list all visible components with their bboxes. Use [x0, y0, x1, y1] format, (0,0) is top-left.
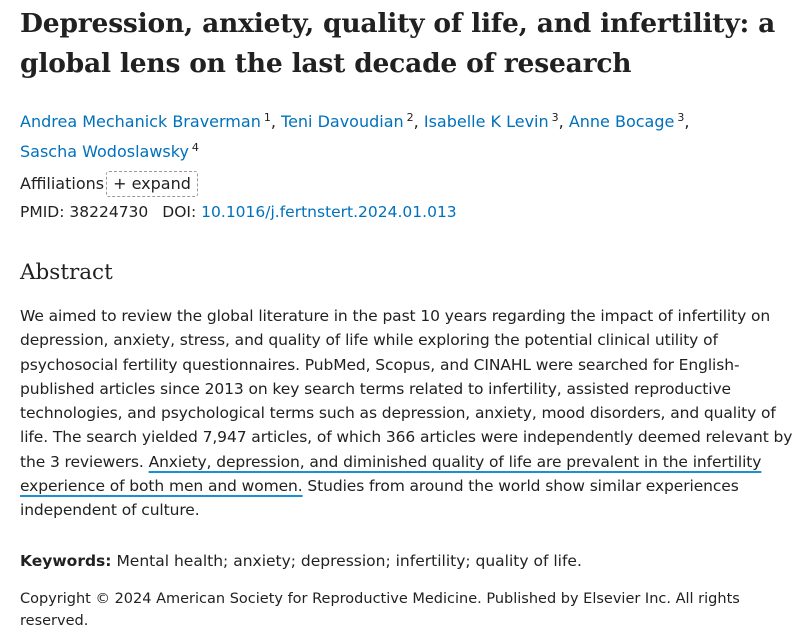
article-page: Depression, anxiety, quality of life, an… [20, 8, 798, 629]
affiliation-number[interactable]: 3 [677, 111, 685, 124]
author-link[interactable]: Isabelle K Levin [423, 112, 549, 131]
identifiers-row: PMID: 38224730 DOI: 10.1016/j.fertnstert.… [20, 200, 457, 224]
doi-link[interactable]: 10.1016/j.fertnstert.2024.01.013 [201, 203, 457, 221]
article-title: Depression, anxiety, quality of life, an… [20, 8, 776, 79]
highlighted-finding: Anxiety, depression, and diminished qual… [20, 452, 762, 496]
abstract-text-conclusion: Studies from around the world show simil… [20, 477, 739, 520]
affiliation-number[interactable]: 1 [263, 111, 271, 124]
affiliation-number[interactable]: 2 [406, 111, 414, 124]
abstract-text-intro: We aimed to review the global literature… [20, 307, 793, 471]
keywords-value: Mental health; anxiety; depression; infe… [116, 552, 582, 570]
expand-affiliations-button[interactable]: + expand [106, 171, 198, 197]
doi-label: DOI: [162, 203, 197, 221]
author-link[interactable]: Sascha Wodoslawsky [20, 142, 189, 161]
affiliation-number[interactable]: 4 [191, 141, 199, 154]
copyright-notice: Copyright © 2024 American Society for Re… [20, 591, 740, 629]
keywords-row: Keywords: Mental health; anxiety; depres… [20, 549, 582, 573]
pmid-label: PMID: [20, 203, 65, 221]
author-list: Andrea Mechanick Braverman 1, Teni Davoud… [20, 111, 690, 161]
keywords-label: Keywords: [20, 552, 112, 570]
affiliations-row: Affiliations + expand [20, 171, 198, 197]
author-link[interactable]: Teni Davoudian [281, 112, 404, 131]
pmid-value: 38224730 [69, 203, 149, 221]
affiliation-number[interactable]: 3 [551, 111, 559, 124]
abstract-heading: Abstract [20, 260, 113, 285]
author-link[interactable]: Andrea Mechanick Braverman [20, 112, 261, 131]
abstract-body: We aimed to review the global literature… [20, 304, 798, 523]
affiliations-label: Affiliations [20, 174, 105, 193]
author-link[interactable]: Anne Bocage [568, 112, 675, 131]
